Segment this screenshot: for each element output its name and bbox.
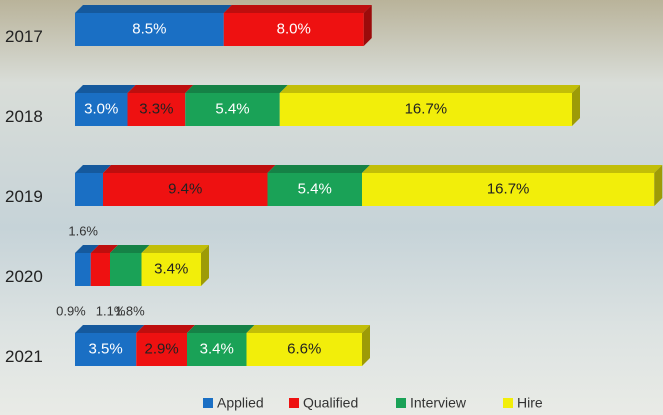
- bar-front: [103, 173, 268, 206]
- bar-front: [223, 13, 364, 46]
- bar-front: [127, 93, 186, 126]
- legend-label: Qualified: [303, 395, 358, 411]
- plot: 2017 8.5% 8.0% 2018 3.0% 3.3% 5.4% 16.7% 2019 1.6…: [5, 5, 663, 411]
- bar-top: [75, 5, 232, 13]
- bar-top: [136, 325, 195, 333]
- bar-top: [267, 165, 370, 173]
- legend-label: Hire: [517, 395, 543, 411]
- legend-swatch: [203, 398, 213, 408]
- y-tick-label: 2018: [5, 107, 43, 126]
- y-tick-label: 2021: [5, 347, 43, 366]
- bar-top: [185, 85, 288, 93]
- bar-segment: [110, 245, 150, 286]
- bar-top: [223, 5, 372, 13]
- bar-top: [75, 165, 111, 173]
- bar-front: [90, 253, 110, 286]
- data-label: 16.7%: [405, 100, 448, 117]
- bar-top: [141, 245, 209, 253]
- bar-segment: [187, 325, 255, 366]
- bar-top: [75, 85, 136, 93]
- data-label: 16.7%: [487, 180, 530, 197]
- bar-front: [185, 93, 280, 126]
- bar-side: [654, 165, 663, 206]
- bar-segment: [90, 245, 118, 286]
- bar-segment: [75, 325, 145, 366]
- bar-top: [127, 85, 194, 93]
- data-label: 9.4%: [168, 180, 202, 197]
- bar-top: [279, 85, 580, 93]
- bar-top: [75, 325, 145, 333]
- bar-segment: [246, 325, 370, 366]
- legend-label: Interview: [410, 395, 467, 411]
- bar-segment: [267, 165, 370, 206]
- bar-front: [75, 253, 91, 286]
- bar-top: [103, 165, 276, 173]
- data-label: 5.4%: [298, 180, 332, 197]
- bar-segment: [75, 85, 136, 126]
- bar-front: [75, 333, 137, 366]
- bar-front: [267, 173, 362, 206]
- legend-swatch: [289, 398, 299, 408]
- data-label: 5.4%: [215, 100, 249, 117]
- bar-segment: [141, 245, 209, 286]
- bar-top: [110, 245, 150, 253]
- bar-segment: [75, 5, 232, 46]
- bar-top: [90, 245, 118, 253]
- bar-top: [187, 325, 255, 333]
- bar-top: [75, 245, 99, 253]
- bar-segment: [127, 85, 194, 126]
- bar-front: [362, 173, 655, 206]
- data-label: 3.5%: [89, 340, 123, 357]
- data-label: 8.0%: [277, 20, 311, 37]
- bar-front: [187, 333, 247, 366]
- y-tick-label: 2019: [5, 187, 43, 206]
- data-label: 3.4%: [154, 260, 188, 277]
- bar-front: [136, 333, 187, 366]
- bar-segment: [75, 165, 111, 206]
- bar-side: [572, 85, 580, 126]
- bar-segment: [223, 5, 372, 46]
- data-label: 3.4%: [200, 340, 234, 357]
- data-label: 3.3%: [139, 100, 173, 117]
- bar-front: [141, 253, 201, 286]
- bar-segment: [279, 85, 580, 126]
- bar-top: [362, 165, 663, 173]
- bar-top: [246, 325, 370, 333]
- bar-side: [201, 245, 209, 286]
- data-label: 1.8%: [115, 303, 145, 318]
- data-label: 1.6%: [68, 223, 98, 238]
- legend-swatch: [396, 398, 406, 408]
- legend-swatch: [503, 398, 513, 408]
- bar-segment: [136, 325, 195, 366]
- bar-front: [75, 93, 128, 126]
- data-label: 0.9%: [56, 303, 86, 318]
- data-label: 8.5%: [132, 20, 166, 37]
- bar-side: [363, 5, 372, 46]
- data-label: 1.1%: [96, 303, 126, 318]
- y-tick-label: 2020: [5, 267, 43, 286]
- data-label: 6.6%: [287, 340, 321, 357]
- bar-front: [110, 253, 142, 286]
- bar-side: [362, 325, 370, 366]
- bar-segment: [362, 165, 663, 206]
- bar-segment: [103, 165, 276, 206]
- bar-segment: [185, 85, 288, 126]
- bar-front: [246, 333, 362, 366]
- legend-label: Applied: [217, 395, 264, 411]
- bar-front: [75, 13, 224, 46]
- bar-segment: [75, 245, 99, 286]
- y-tick-label: 2017: [5, 27, 43, 46]
- bar-front: [279, 93, 572, 126]
- data-label: 2.9%: [145, 340, 179, 357]
- data-label: 3.0%: [84, 100, 118, 117]
- bar-front: [75, 173, 103, 206]
